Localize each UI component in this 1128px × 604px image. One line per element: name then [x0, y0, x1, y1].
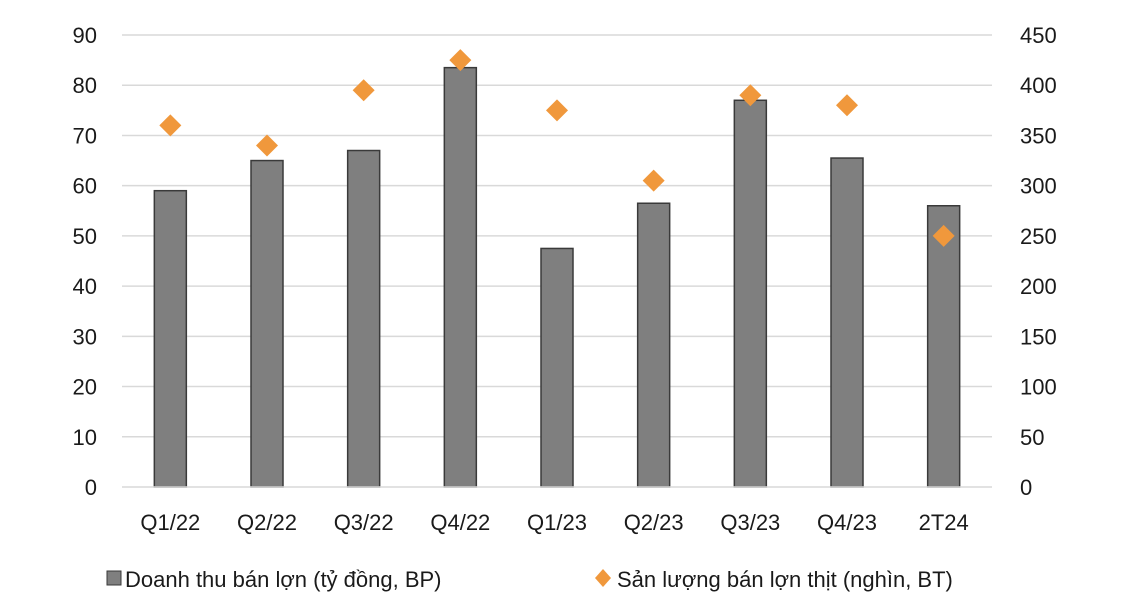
- x-tick-label: Q1/22: [140, 510, 200, 535]
- left-tick-label: 90: [73, 23, 97, 48]
- x-tick-label: 2T24: [919, 510, 969, 535]
- bar-series: [153, 66, 961, 488]
- right-tick-label: 400: [1020, 73, 1057, 98]
- left-axis: 0 10 20 30 40 50 60 70 80 90: [73, 23, 97, 500]
- right-tick-label: 300: [1020, 174, 1057, 199]
- legend-swatch-bar: [106, 570, 122, 586]
- right-tick-label: 150: [1020, 324, 1057, 349]
- bar: [250, 159, 284, 488]
- x-tick-label: Q1/23: [527, 510, 587, 535]
- left-tick-label: 50: [73, 224, 97, 249]
- right-tick-label: 50: [1020, 425, 1044, 450]
- bar: [733, 99, 768, 488]
- diamond-marker: [642, 169, 665, 192]
- x-axis: Q1/22 Q2/22 Q3/22 Q4/22 Q1/23 Q2/23 Q3/23 Q4/23…: [122, 486, 992, 535]
- left-tick-label: 20: [73, 375, 97, 400]
- diamond-marker: [836, 94, 858, 117]
- bar: [153, 189, 188, 488]
- left-tick-label: 60: [73, 174, 97, 199]
- bar: [830, 157, 864, 488]
- legend-label-bar: Doanh thu bán lợn (tỷ đồng, BP): [125, 567, 442, 592]
- right-axis: 0 50 100 150 200 250 300 350 400 450: [1020, 23, 1057, 500]
- x-tick-label: Q2/22: [237, 510, 297, 535]
- right-tick-label: 100: [1020, 375, 1057, 400]
- left-tick-label: 30: [73, 324, 97, 349]
- x-tick-label: Q4/23: [817, 510, 877, 535]
- legend: Doanh thu bán lợn (tỷ đồng, BP) Sản lượn…: [106, 567, 953, 592]
- right-tick-label: 200: [1020, 274, 1057, 299]
- bar: [636, 202, 671, 488]
- diamond-marker: [159, 114, 182, 137]
- diamond-marker: [932, 224, 955, 247]
- right-tick-label: 350: [1020, 123, 1057, 148]
- diamond-marker: [546, 99, 568, 122]
- diamond-marker: [256, 134, 278, 157]
- right-tick-label: 0: [1020, 475, 1032, 500]
- right-tick-label: 250: [1020, 224, 1057, 249]
- left-tick-label: 40: [73, 274, 97, 299]
- x-tick-label: Q3/23: [720, 510, 780, 535]
- diamond-marker: [352, 79, 375, 102]
- diamond-marker: [739, 84, 762, 107]
- bar: [346, 149, 381, 488]
- x-tick-label: Q4/22: [430, 510, 490, 535]
- diamond-marker: [449, 49, 472, 72]
- x-tick-label: Q2/23: [624, 510, 684, 535]
- bar: [540, 247, 574, 488]
- legend-label-diamond: Sản lượng bán lợn thịt (nghìn, BT): [617, 567, 953, 592]
- legend-swatch-diamond: [595, 569, 611, 587]
- left-tick-label: 70: [73, 123, 97, 148]
- left-tick-label: 10: [73, 425, 97, 450]
- right-tick-label: 450: [1020, 23, 1057, 48]
- diamond-series: [159, 49, 955, 247]
- x-tick-label: Q3/22: [334, 510, 394, 535]
- left-tick-label: 80: [73, 73, 97, 98]
- bar: [443, 66, 478, 488]
- bar: [926, 205, 961, 488]
- left-tick-label: 0: [85, 475, 97, 500]
